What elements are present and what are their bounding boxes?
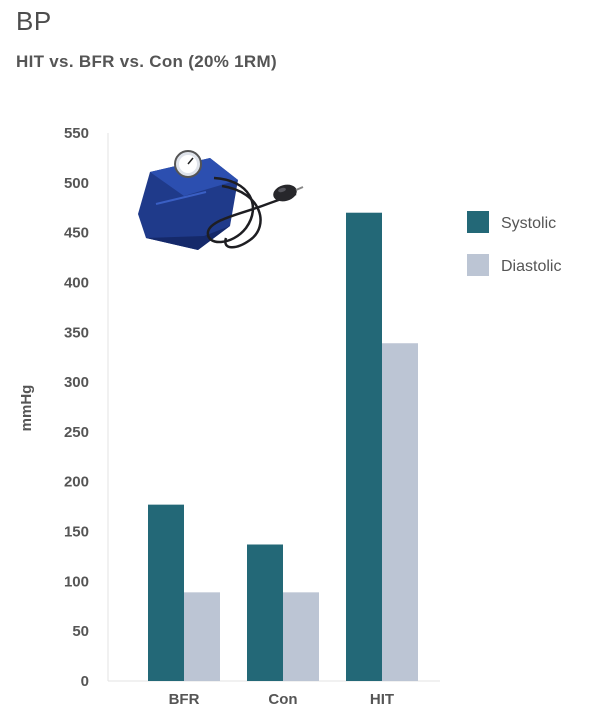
y-tick-label: 350 (64, 324, 89, 341)
y-tick-label: 200 (64, 474, 89, 491)
y-tick-label: 450 (64, 225, 89, 242)
x-tick-label: HIT (370, 691, 394, 708)
y-tick-label: 150 (64, 524, 89, 541)
bar-diastolic-bfr (184, 592, 220, 681)
bars (148, 212, 418, 681)
y-tick-label: 0 (81, 673, 89, 690)
y-tick-label: 50 (72, 623, 89, 640)
bar-systolic-hit (346, 212, 382, 681)
bar-systolic-con (247, 544, 283, 681)
legend-swatch-diastolic (467, 254, 489, 276)
bar-diastolic-hit (382, 343, 418, 681)
x-tick-label: Con (268, 691, 297, 708)
y-tick-label: 100 (64, 573, 89, 590)
y-tick-label: 300 (64, 374, 89, 391)
legend-swatch-systolic (467, 211, 489, 233)
chart-subtitle: HIT vs. BFR vs. Con (20% 1RM) (16, 52, 277, 71)
legend-label-diastolic: Diastolic (501, 258, 561, 275)
bar-systolic-bfr (148, 504, 184, 681)
y-tick-label: 550 (64, 125, 89, 142)
x-tick-label: BFR (169, 691, 200, 708)
legend: Systolic Diastolic (467, 211, 561, 276)
x-axis-ticks: BFR Con HIT (169, 691, 395, 708)
legend-label-systolic: Systolic (501, 215, 556, 232)
bar-diastolic-con (283, 592, 319, 681)
sphygmomanometer-icon (138, 150, 304, 250)
y-tick-label: 500 (64, 175, 89, 192)
y-tick-label: 400 (64, 274, 89, 291)
y-axis-ticks: 0 50 100 150 200 250 300 350 400 450 500 550 (64, 125, 89, 690)
y-tick-label: 250 (64, 424, 89, 441)
chart-title: BP (16, 6, 52, 36)
y-axis-title: mmHg (18, 385, 35, 432)
